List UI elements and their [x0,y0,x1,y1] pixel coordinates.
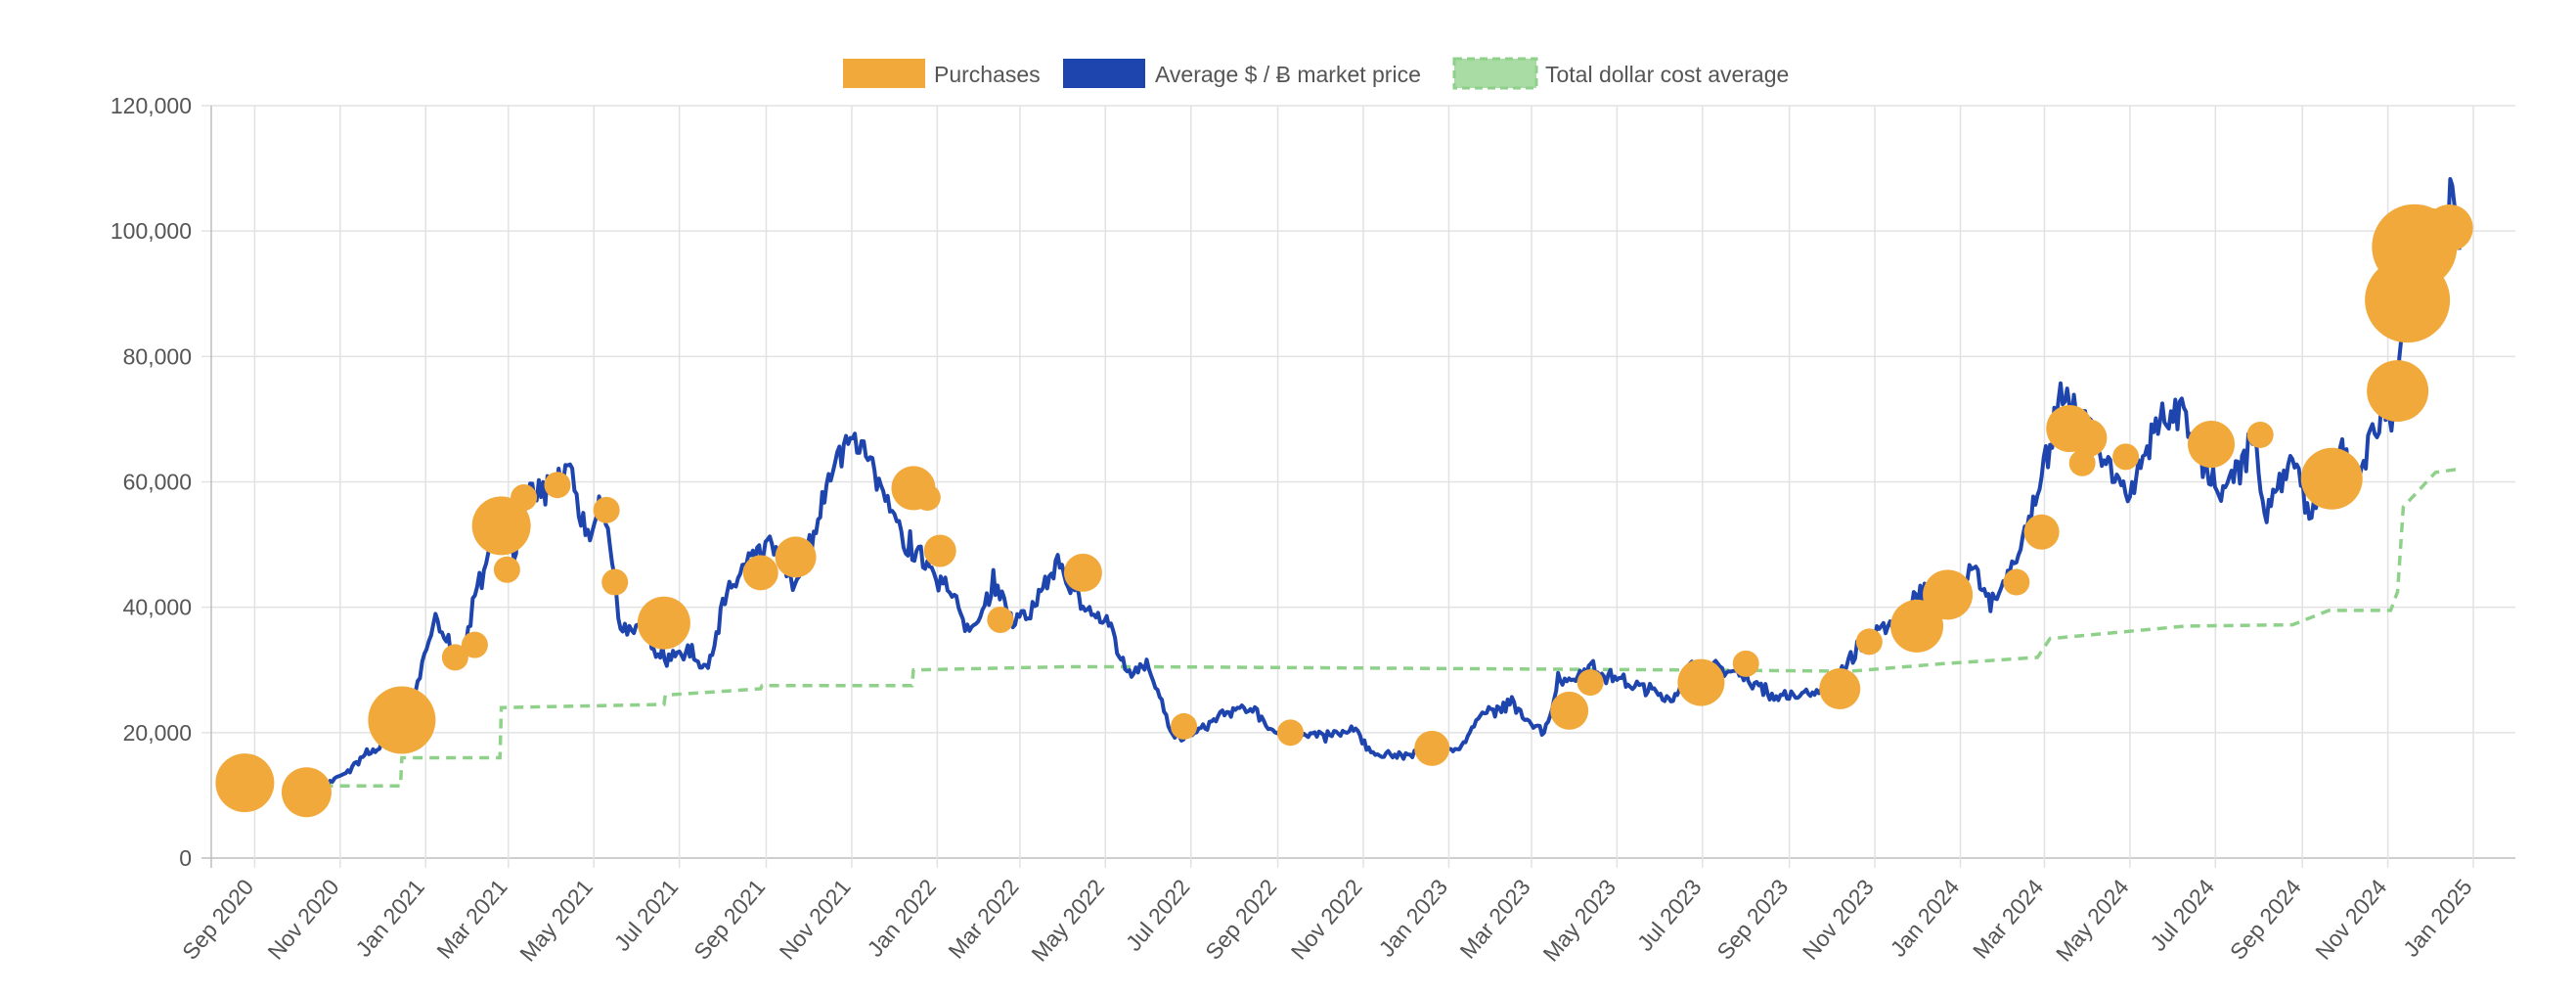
y-tick-label: 100,000 [111,218,192,244]
bubble-layer [215,204,2473,818]
legend-swatch-purchases [843,59,925,88]
x-tick-label: Jan 2023 [1373,875,1452,962]
purchase-bubble [2367,360,2429,423]
purchase-bubble [493,556,520,583]
purchase-bubble [2188,421,2236,469]
x-tick-label: Nov 2024 [2310,874,2391,964]
purchase-bubble [2023,514,2060,550]
x-tick-label: Sep 2021 [688,875,770,965]
purchase-bubble [281,767,332,818]
purchase-bubble [1923,569,1974,620]
purchase-bubble [1819,667,1861,709]
y-axis-ticks: 0 20,000 40,000 60,000 80,000 100,000 120,000 [111,93,192,871]
purchase-bubble [2003,568,2030,596]
purchase-bubble [913,484,941,512]
x-tick-label: Sep 2024 [2225,874,2306,964]
purchase-bubble [775,536,817,578]
purchase-bubble [1677,658,1725,706]
x-tick-label: Sep 2022 [1200,875,1281,965]
purchase-bubble [544,472,571,499]
purchase-bubble [923,534,956,567]
purchase-bubble [1171,712,1198,740]
grid [201,105,2515,868]
x-tick-label: Jan 2025 [2398,875,2477,962]
y-tick-label: 20,000 [123,720,192,746]
x-tick-label: Jan 2022 [862,875,941,962]
legend-label-dca: Total dollar cost average [1545,62,1789,87]
legend: Purchases Average $ / Ƀ market price Tot… [843,57,1789,90]
y-tick-label: 0 [179,845,192,871]
purchase-bubble [461,631,488,658]
purchase-bubble [471,496,531,556]
x-tick-label: Nov 2023 [1798,875,1879,965]
x-tick-label: Mar 2023 [1454,875,1534,964]
x-tick-label: Sep 2020 [177,875,258,965]
x-tick-label: May 2023 [1537,875,1621,967]
x-tick-label: Jul 2024 [2145,874,2219,955]
x-tick-label: May 2022 [1026,875,1109,967]
purchase-bubble [2300,447,2363,510]
x-tick-label: Jan 2024 [1886,874,1965,961]
x-tick-label: Mar 2022 [943,875,1023,964]
x-tick-label: Nov 2022 [1286,875,1367,965]
purchase-bubble [1732,650,1759,677]
legend-swatch-dca [1452,57,1538,90]
price-layer [322,177,2462,789]
legend-item-purchases[interactable]: Purchases [843,59,1041,88]
y-tick-label: 40,000 [123,595,192,620]
purchase-bubble [1577,669,1604,697]
purchase-bubble [368,686,436,754]
x-tick-label: Jan 2021 [350,875,429,962]
x-tick-label: Jul 2023 [1632,875,1707,956]
y-tick-label: 80,000 [123,343,192,369]
purchase-bubble [511,484,538,512]
purchase-bubble [637,596,690,650]
purchase-bubble [441,644,468,671]
purchase-bubble [1550,691,1589,730]
legend-label-market-price: Average $ / Ƀ market price [1155,62,1421,87]
purchase-bubble [601,568,629,596]
purchase-bubble [2246,421,2274,448]
purchase-bubble [987,606,1014,633]
x-tick-label: Mar 2024 [1968,874,2049,963]
legend-label-purchases: Purchases [934,62,1041,87]
x-tick-label: Sep 2023 [1711,875,1793,965]
x-tick-label: Jul 2021 [609,875,684,956]
legend-item-market-price[interactable]: Average $ / Ƀ market price [1063,59,1421,88]
market-price-line [322,177,2462,789]
x-axis-ticks: Sep 2020 Nov 2020 Jan 2021 Mar 2021 May 2021… [177,874,2477,966]
y-tick-label: 120,000 [111,93,192,118]
legend-swatch-market-price [1063,59,1145,88]
x-tick-label: Mar 2021 [431,875,511,964]
purchase-bubble [1855,628,1883,656]
x-tick-label: May 2024 [2051,874,2134,966]
x-tick-label: Nov 2021 [775,875,856,965]
purchase-bubble [215,753,275,813]
purchase-bubble [1890,599,1944,653]
purchase-bubble [2112,443,2140,471]
legend-item-dca[interactable]: Total dollar cost average [1452,57,1789,90]
x-tick-label: Jul 2022 [1121,875,1195,956]
purchase-bubble [1276,719,1304,747]
purchase-bubble [1063,553,1102,592]
x-tick-label: May 2021 [514,875,598,967]
purchase-bubble [742,555,778,591]
purchase-bubble [1414,730,1450,766]
x-tick-label: Nov 2020 [262,875,343,965]
purchase-bubble [593,496,620,523]
purchase-bubble [2068,419,2108,458]
y-tick-label: 60,000 [123,470,192,495]
purchase-bubble [2425,204,2473,251]
